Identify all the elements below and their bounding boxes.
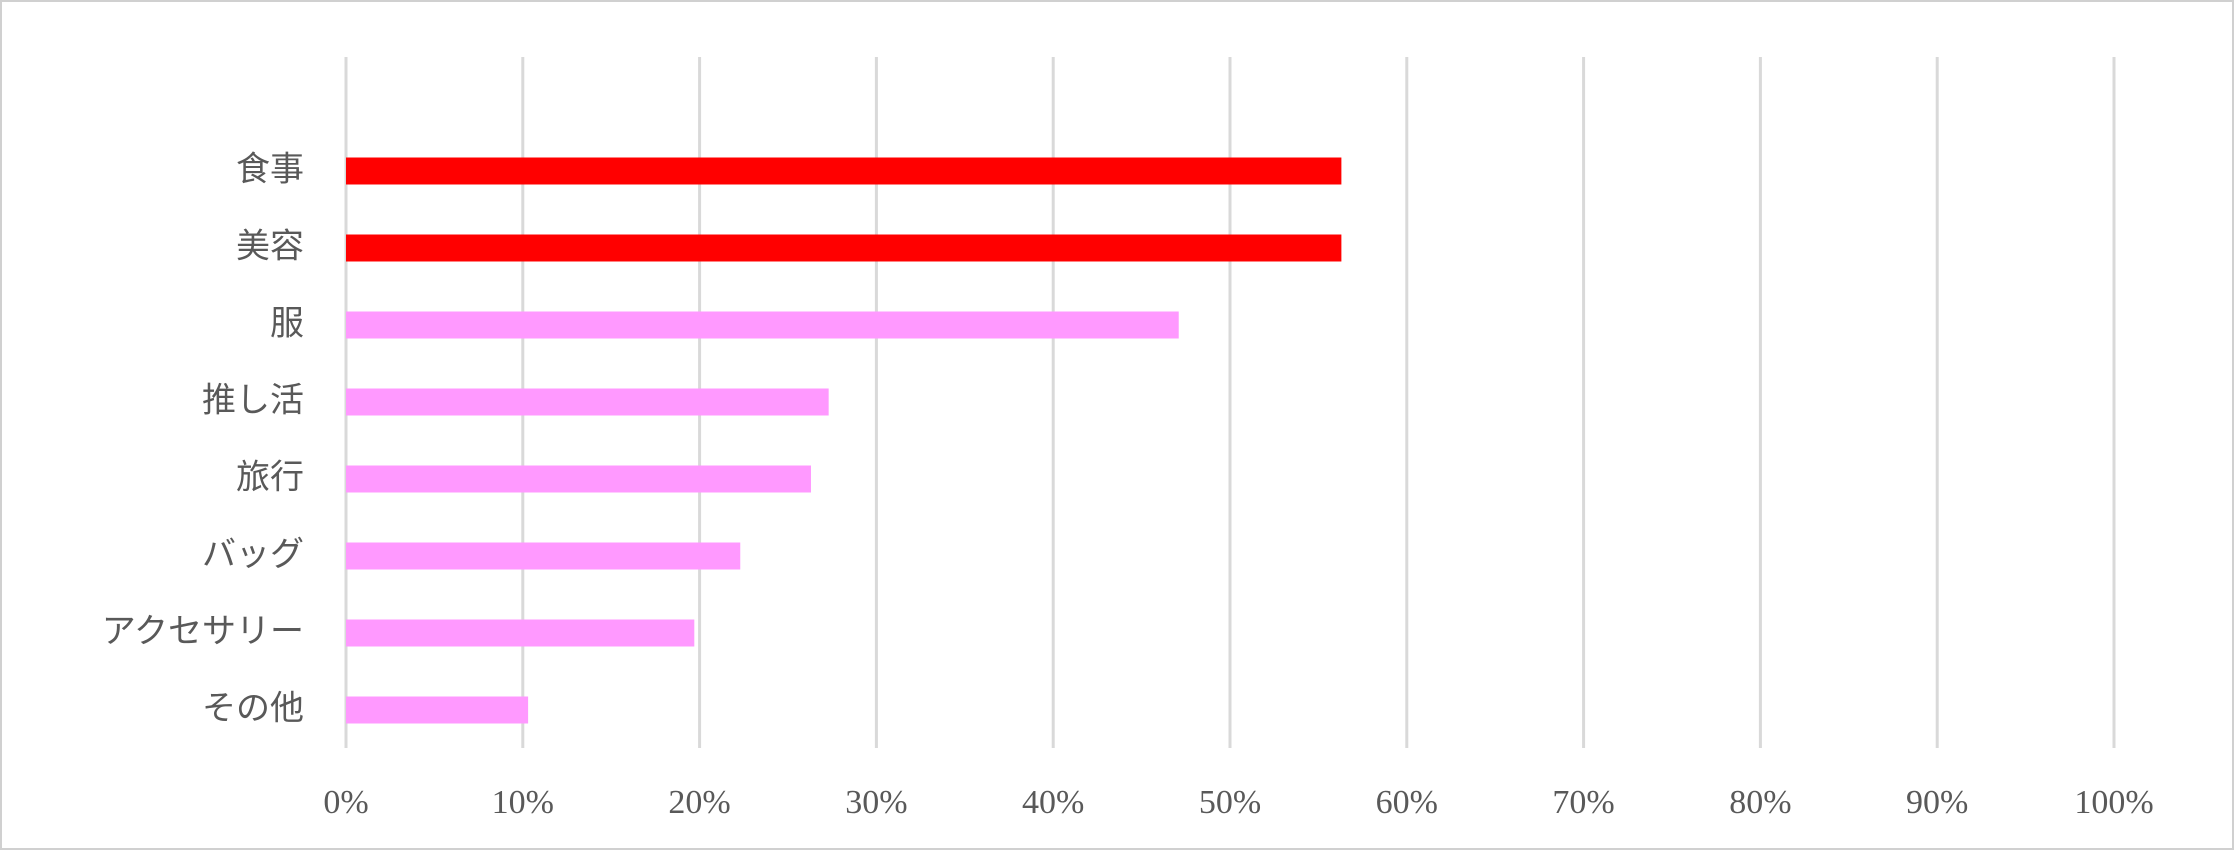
- bar: [346, 388, 829, 416]
- bar: [346, 465, 811, 493]
- x-tick-label: 20%: [668, 784, 730, 821]
- bar: [346, 542, 741, 570]
- bar: [346, 619, 695, 647]
- x-tick-label: 10%: [492, 784, 554, 821]
- x-tick-label: 80%: [1729, 784, 1791, 821]
- x-tick-label: 30%: [845, 784, 907, 821]
- y-tick-label: 美容: [236, 227, 304, 267]
- y-tick-label: 推し活: [202, 381, 304, 421]
- bar: [346, 311, 1179, 339]
- bar: [346, 696, 529, 724]
- bar: [346, 234, 1342, 262]
- x-tick-label: 0%: [323, 784, 368, 821]
- y-tick-label: バッグ: [202, 535, 304, 575]
- x-tick-label: 90%: [1906, 784, 1968, 821]
- x-tick-label: 40%: [1022, 784, 1084, 821]
- y-tick-label: 食事: [236, 150, 304, 190]
- x-tick-label: 50%: [1199, 784, 1261, 821]
- x-tick-label: 60%: [1376, 784, 1438, 821]
- y-tick-label: その他: [202, 689, 304, 729]
- y-tick-label: 服: [270, 304, 304, 344]
- y-tick-label: 旅行: [236, 458, 304, 498]
- bar: [346, 157, 1342, 185]
- y-tick-label: アクセサリー: [102, 612, 304, 652]
- x-tick-label: 100%: [2074, 784, 2153, 821]
- x-tick-label: 70%: [1552, 784, 1614, 821]
